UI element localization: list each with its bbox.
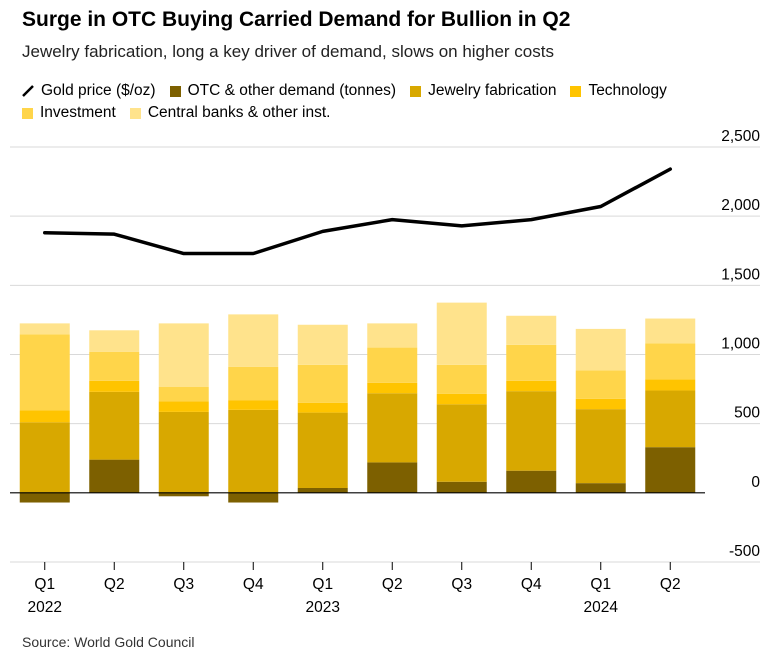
- bar-jewelry: [297, 412, 348, 488]
- bar-jewelry: [367, 393, 418, 463]
- x-tick-label: Q1: [312, 576, 333, 593]
- bar-investment: [228, 366, 279, 401]
- bar-investment: [575, 370, 626, 399]
- bar-technology: [436, 393, 487, 405]
- bar-technology: [19, 410, 70, 423]
- technology-swatch-icon: [570, 85, 582, 97]
- bar-jewelry: [436, 404, 487, 482]
- bar-jewelry: [19, 422, 70, 493]
- x-tick-label: Q2: [104, 576, 125, 593]
- bar-technology: [297, 402, 348, 413]
- bar-otc: [89, 459, 140, 493]
- bar-central_banks: [436, 302, 487, 365]
- x-year-label: 2023: [306, 599, 340, 616]
- x-tick-label: Q2: [382, 576, 403, 593]
- legend-row-2: Investment Central banks & other inst.: [22, 102, 762, 124]
- chart-legend: Gold price ($/oz) OTC & other demand (to…: [22, 80, 762, 124]
- bar-technology: [158, 401, 209, 412]
- y-tick-label: 2,500: [721, 128, 760, 145]
- bar-central_banks: [158, 323, 209, 388]
- bar-otc: [19, 492, 70, 503]
- x-tick-label: Q1: [34, 576, 55, 593]
- legend-label-central-banks: Central banks & other inst.: [147, 104, 331, 121]
- bar-central_banks: [506, 315, 557, 345]
- x-year-label: 2024: [584, 599, 619, 616]
- legend-item-technology: Technology: [570, 82, 667, 100]
- x-tick-label: Q3: [451, 576, 472, 593]
- legend-label-investment: Investment: [40, 104, 116, 121]
- bar-jewelry: [228, 409, 279, 493]
- legend-label-gold-price: Gold price ($/oz): [41, 82, 156, 99]
- legend-item-central-banks: Central banks & other inst.: [129, 104, 331, 122]
- bar-central_banks: [228, 314, 279, 367]
- bar-otc: [436, 481, 487, 493]
- bar-otc: [367, 462, 418, 493]
- bar-investment: [158, 387, 209, 402]
- bar-investment: [89, 351, 140, 381]
- bar-jewelry: [506, 391, 557, 471]
- gold-price-line: [43, 167, 672, 256]
- bar-central_banks: [367, 323, 418, 348]
- bar-central_banks: [89, 330, 140, 352]
- bar-otc: [575, 483, 626, 493]
- y-tick-label: 1,000: [721, 336, 760, 353]
- y-tick-label: 2,000: [721, 197, 760, 214]
- bar-investment: [19, 334, 70, 411]
- legend-label-jewelry: Jewelry fabrication: [428, 82, 557, 99]
- bar-technology: [367, 382, 418, 394]
- y-tick-label: 0: [751, 474, 760, 491]
- x-tick-label: Q2: [660, 576, 681, 593]
- central-banks-swatch-icon: [129, 107, 141, 119]
- bar-central_banks: [19, 323, 70, 335]
- jewelry-swatch-icon: [410, 85, 422, 97]
- bar-investment: [436, 364, 487, 394]
- bar-jewelry: [575, 409, 626, 484]
- y-tick-label: 1,500: [721, 266, 760, 283]
- legend-item-jewelry: Jewelry fabrication: [410, 82, 556, 100]
- x-tick-label: Q4: [243, 576, 264, 593]
- source-note: Source: World Gold Council: [22, 634, 195, 650]
- otc-swatch-icon: [169, 85, 181, 97]
- bar-otc: [228, 492, 279, 503]
- y-tick-label: 500: [734, 405, 760, 422]
- chart-subtitle: Jewelry fabrication, long a key driver o…: [22, 42, 554, 61]
- investment-swatch-icon: [22, 107, 33, 119]
- x-tick-label: Q1: [590, 576, 611, 593]
- bar-investment: [645, 343, 696, 380]
- bar-jewelry: [158, 411, 209, 493]
- bar-central_banks: [645, 318, 696, 344]
- bar-jewelry: [89, 391, 140, 460]
- bar-investment: [367, 347, 418, 383]
- legend-label-otc: OTC & other demand (tonnes): [187, 82, 397, 99]
- legend-item-gold-price: Gold price ($/oz): [22, 82, 156, 100]
- x-tick-label: Q3: [173, 576, 194, 593]
- bar-otc: [645, 447, 696, 493]
- bar-central_banks: [575, 328, 626, 371]
- bar-technology: [89, 380, 140, 392]
- bar-investment: [297, 364, 348, 403]
- bar-technology: [575, 398, 626, 410]
- bar-investment: [506, 344, 557, 381]
- bar-technology: [228, 400, 279, 410]
- legend-row-1: Gold price ($/oz) OTC & other demand (to…: [22, 80, 762, 102]
- legend-item-otc: OTC & other demand (tonnes): [169, 82, 397, 100]
- bar-otc: [506, 470, 557, 493]
- bar-otc: [297, 487, 348, 493]
- bar-technology: [645, 379, 696, 391]
- chart-title: Surge in OTC Buying Carried Demand for B…: [22, 8, 571, 31]
- bar-otc: [158, 492, 209, 497]
- bar-jewelry: [645, 390, 696, 448]
- legend-item-investment: Investment: [22, 104, 116, 122]
- bar-technology: [506, 380, 557, 392]
- bar-central_banks: [297, 324, 348, 365]
- x-year-label: 2022: [28, 599, 62, 616]
- line-legend-icon: [22, 85, 34, 97]
- y-tick-label: -500: [729, 543, 760, 560]
- legend-label-technology: Technology: [588, 82, 667, 99]
- x-tick-label: Q4: [521, 576, 542, 593]
